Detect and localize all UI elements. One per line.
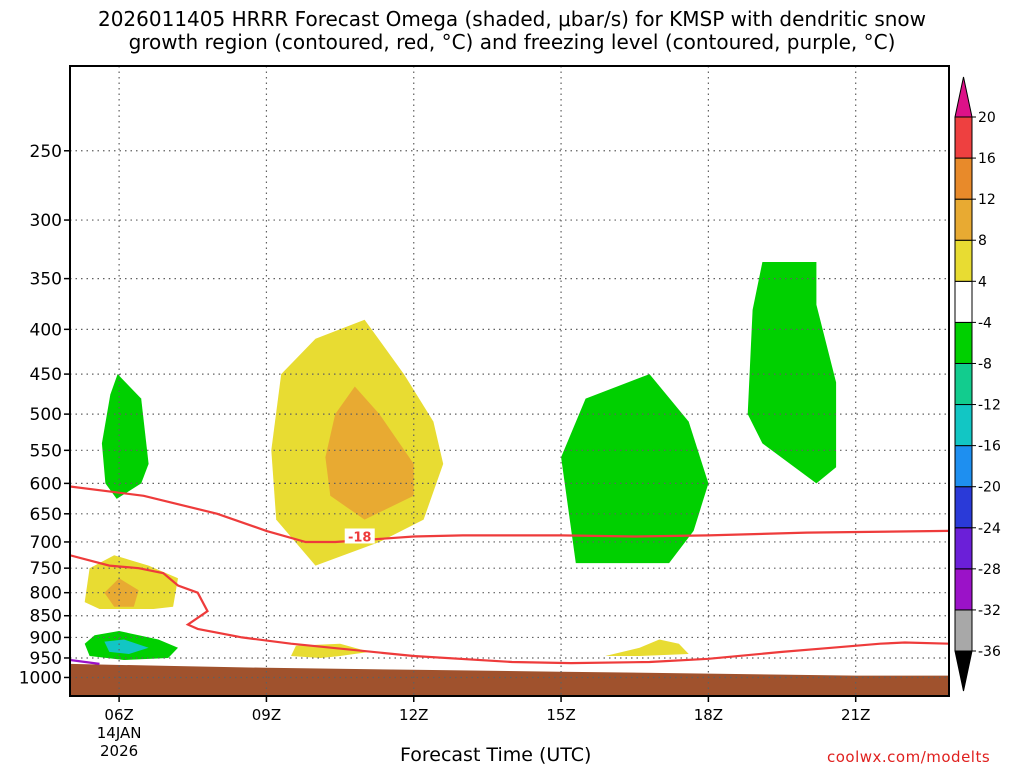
colorbar-segment-6 bbox=[954, 362, 973, 406]
temperature-contours: -18 bbox=[70, 485, 949, 665]
y-axis: 2503003504004505005506006507007508008509… bbox=[19, 142, 70, 688]
colorbar-segment-1 bbox=[954, 568, 973, 611]
colorbar-label-12: 16 bbox=[978, 151, 996, 167]
colorbar-segment-5 bbox=[954, 404, 973, 447]
isotherm-minus18-upper bbox=[70, 485, 949, 544]
y-tick-label-550: 550 bbox=[30, 441, 62, 461]
colorbar-label-0: -36 bbox=[978, 644, 1001, 660]
colorbar: -36 -32 -28 -24 -20 -16 -12 -8 -4 4 8 12 16 20 bbox=[954, 76, 1001, 692]
colorbar-label-1: -32 bbox=[978, 603, 1001, 619]
plot-frame bbox=[69, 65, 950, 697]
y-tick-label-800: 800 bbox=[30, 584, 62, 604]
source-credit: coolwx.com/modelts bbox=[827, 748, 991, 766]
omega-region-2 bbox=[747, 262, 837, 484]
isotherm-label: -18 bbox=[348, 530, 372, 545]
x-tick-sublabel-1: 2026 bbox=[100, 742, 138, 760]
x-axis-title: Forecast Time (UTC) bbox=[400, 744, 592, 766]
colorbar-segment-10 bbox=[954, 198, 973, 241]
omega-region-8 bbox=[104, 639, 149, 654]
freezing-level-line bbox=[70, 658, 100, 665]
y-tick-label-250: 250 bbox=[30, 142, 62, 162]
colorbar-label-2: -28 bbox=[978, 562, 1001, 578]
colorbar-label-7: -8 bbox=[978, 356, 992, 372]
isotherm-label-bg bbox=[344, 528, 375, 544]
colorbar-segment-9 bbox=[954, 239, 973, 282]
x-tick-label-15Z: 15Z bbox=[546, 706, 575, 724]
colorbar-label-13: 20 bbox=[978, 110, 996, 126]
chart-title: 2026011405 HRRR Forecast Omega (shaded, … bbox=[0, 8, 1024, 54]
x-tick-sublabel-0: 14JAN bbox=[97, 724, 142, 742]
ground-terrain bbox=[70, 663, 949, 696]
colorbar-label-10: 8 bbox=[978, 233, 987, 249]
colorbar-segment-12 bbox=[954, 116, 973, 159]
chart-title-line2: growth region (contoured, red, °C) and f… bbox=[128, 30, 896, 54]
x-tick-label-06Z: 06Z bbox=[104, 706, 133, 724]
x-tick-label-21Z: 21Z bbox=[841, 706, 870, 724]
y-tick-label-300: 300 bbox=[30, 211, 62, 231]
omega-region-10 bbox=[605, 639, 689, 656]
x-tick-label-09Z: 09Z bbox=[252, 706, 281, 724]
colorbar-segment-2 bbox=[954, 527, 973, 570]
y-tick-label-750: 750 bbox=[30, 559, 62, 579]
chart-title-line1: 2026011405 HRRR Forecast Omega (shaded, … bbox=[97, 7, 927, 31]
y-tick-label-400: 400 bbox=[30, 320, 62, 340]
colorbar-under bbox=[954, 650, 973, 692]
colorbar-segment-7 bbox=[954, 321, 973, 364]
colorbar-label-4: -20 bbox=[978, 480, 1001, 496]
plot-border bbox=[69, 65, 950, 697]
colorbar-segment-0 bbox=[954, 609, 973, 652]
colorbar-segment-11 bbox=[954, 157, 973, 200]
colorbar-label-6: -12 bbox=[978, 398, 1001, 414]
y-tick-label-900: 900 bbox=[30, 628, 62, 648]
colorbar-label-5: -16 bbox=[978, 439, 1001, 455]
y-tick-label-850: 850 bbox=[30, 607, 62, 627]
y-tick-label-450: 450 bbox=[30, 365, 62, 385]
omega-region-4 bbox=[325, 386, 414, 520]
colorbar-label-9: 4 bbox=[978, 274, 987, 290]
x-tick-label-12Z: 12Z bbox=[399, 706, 428, 724]
y-tick-label-600: 600 bbox=[30, 474, 62, 494]
grid-lines bbox=[70, 66, 949, 696]
colorbar-over bbox=[954, 76, 973, 118]
colorbar-label-11: 12 bbox=[978, 192, 996, 208]
x-tick-label-18Z: 18Z bbox=[694, 706, 723, 724]
y-tick-label-350: 350 bbox=[30, 270, 62, 290]
ground-area bbox=[70, 663, 949, 696]
y-tick-label-700: 700 bbox=[30, 533, 62, 553]
omega-region-1 bbox=[561, 374, 709, 564]
y-tick-label-500: 500 bbox=[30, 405, 62, 425]
colorbar-segment-4 bbox=[954, 445, 973, 488]
y-tick-label-1000: 1000 bbox=[19, 668, 62, 688]
y-tick-label-650: 650 bbox=[30, 505, 62, 525]
colorbar-label-3: -24 bbox=[978, 521, 1001, 537]
colorbar-label-8: -4 bbox=[978, 315, 992, 331]
omega-shading bbox=[84, 262, 837, 660]
colorbar-segment-3 bbox=[954, 486, 973, 529]
y-tick-label-950: 950 bbox=[30, 649, 62, 669]
colorbar-segment-8 bbox=[954, 280, 973, 323]
omega-region-6 bbox=[104, 578, 139, 607]
isotherm-minus18-lower bbox=[70, 554, 949, 665]
omega-region-9 bbox=[291, 643, 370, 658]
omega-region-0 bbox=[101, 374, 149, 499]
